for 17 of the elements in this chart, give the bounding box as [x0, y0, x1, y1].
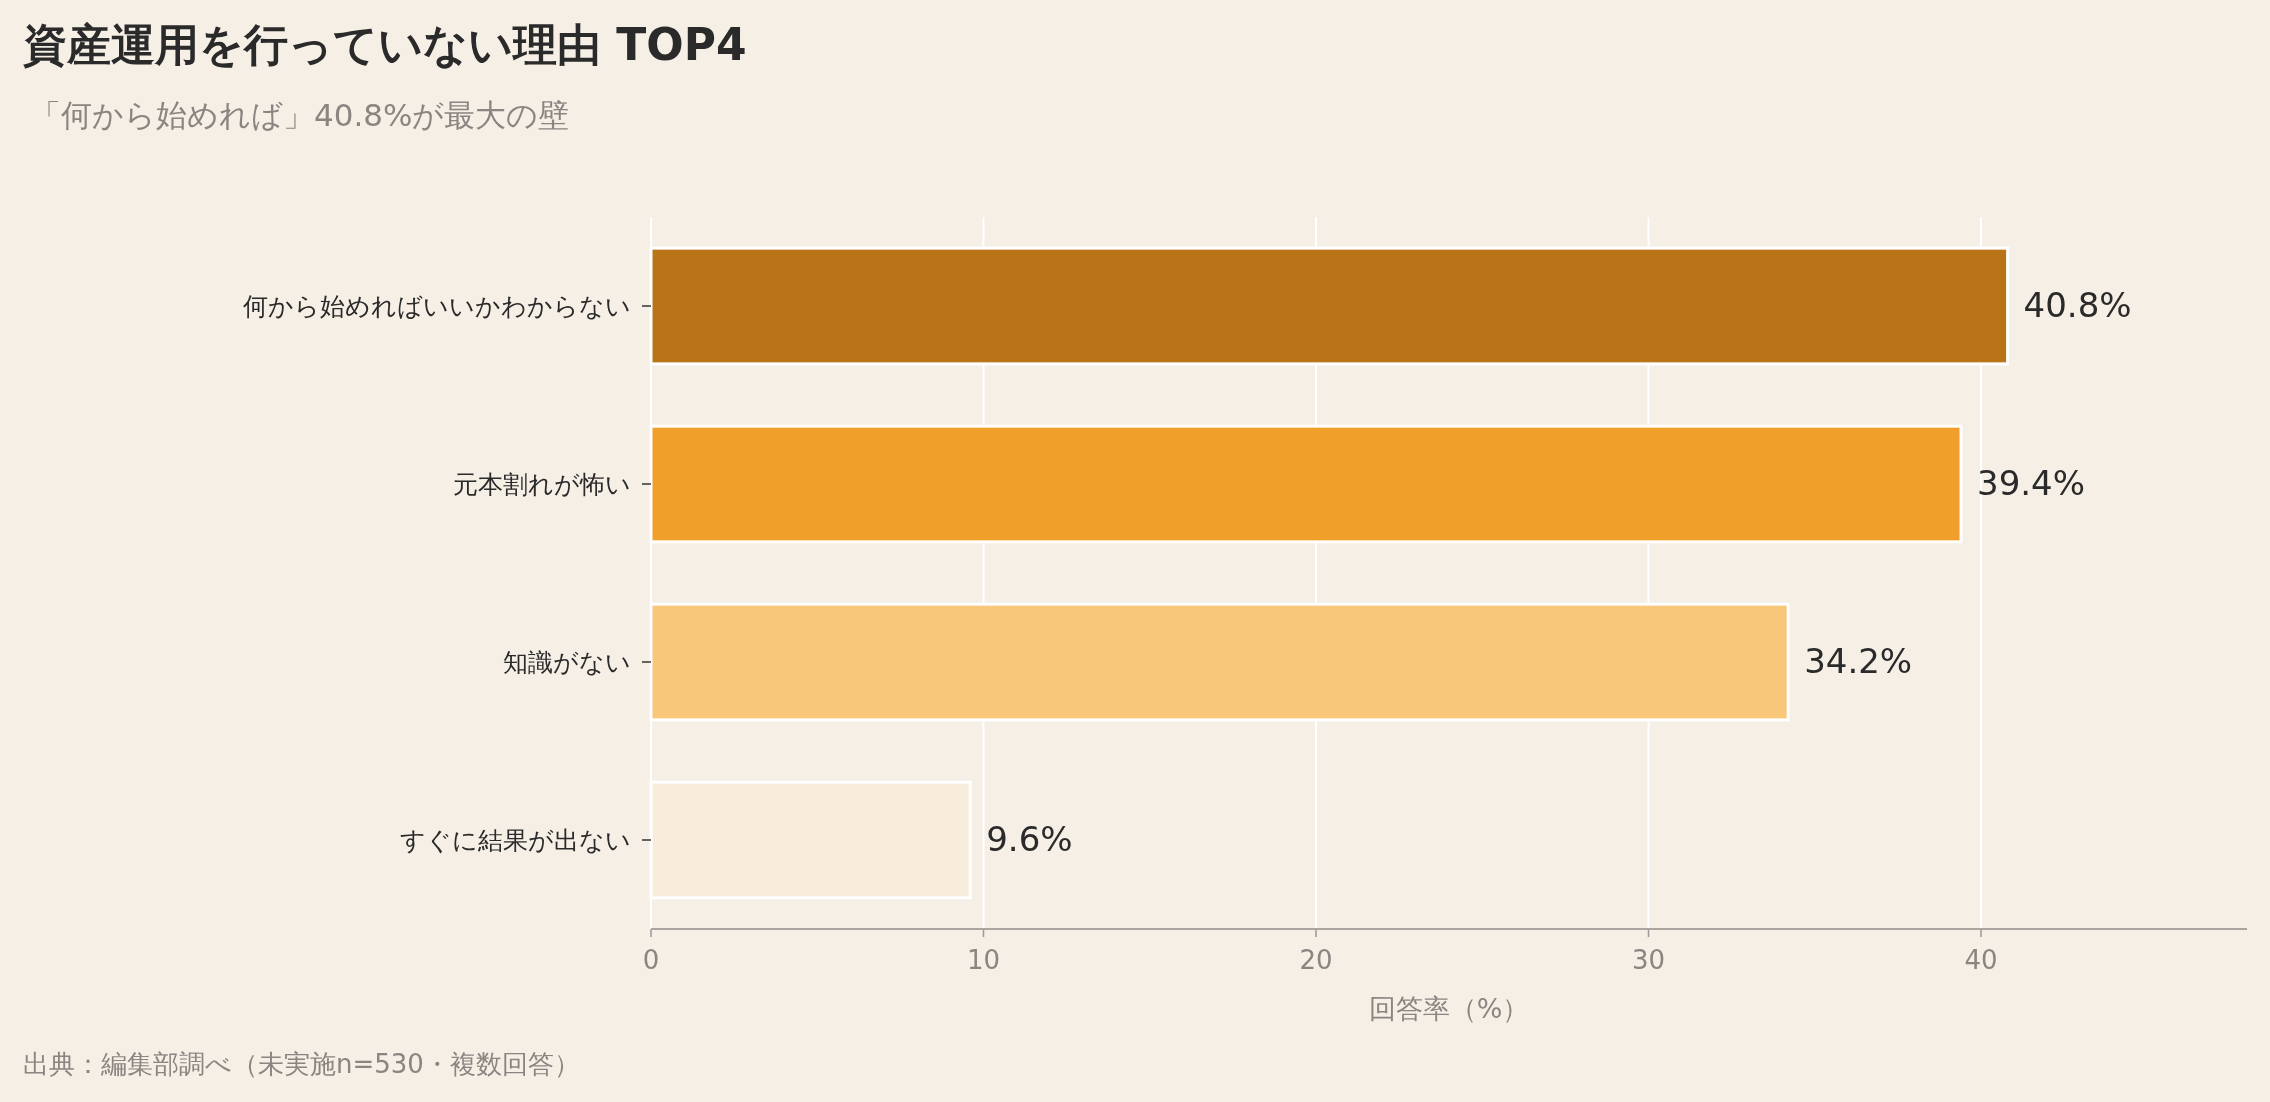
y-tick-label: 何から始めればいいかわからない: [243, 292, 631, 321]
x-tick-label: 10: [966, 945, 1001, 975]
x-tick-label: 30: [1631, 945, 1666, 975]
data-label: 39.4%: [1977, 463, 2086, 503]
chart-title: 資産運用を行っていない理由 TOP4: [23, 19, 747, 70]
data-label: 9.6%: [986, 819, 1073, 859]
x-tick-label: 0: [642, 945, 660, 975]
source-note: 出典：編集部調べ（未実施n=530・複数回答）: [23, 1049, 580, 1079]
data-label: 34.2%: [1804, 641, 1913, 681]
y-tick-label: すぐに結果が出ない: [400, 826, 631, 855]
y-tick-label: 元本割れが怖い: [453, 470, 631, 499]
x-tick-label: 40: [1964, 945, 1998, 975]
text: 「何から始めれば」40.8%が最大の壁: [30, 97, 570, 133]
y-tick-label: 知識がない: [503, 648, 631, 677]
x-axis-title: 回答率（%）: [1368, 993, 1530, 1024]
data-label: 40.8%: [2023, 285, 2132, 325]
x-tick-label: 20: [1299, 945, 1333, 975]
